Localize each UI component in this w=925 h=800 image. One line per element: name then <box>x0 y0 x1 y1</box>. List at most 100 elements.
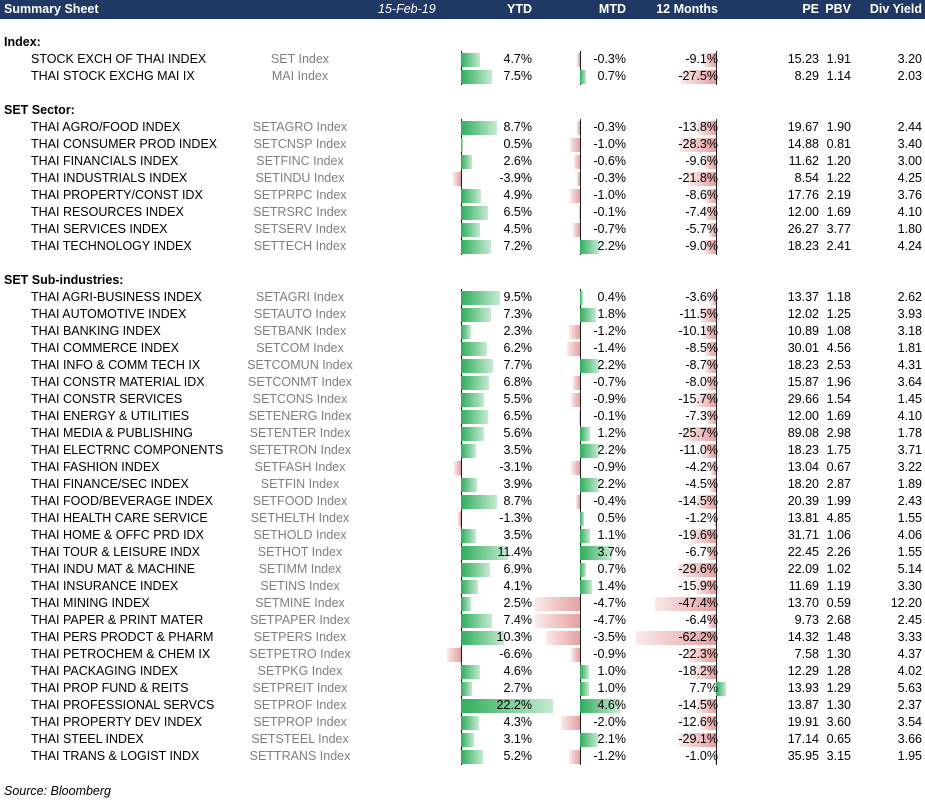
ytd-value: -3.9% <box>499 171 532 185</box>
m12-axis-line <box>716 646 717 663</box>
section-title: SET Sub-industries: <box>4 273 124 287</box>
ytd-data-bar <box>461 716 479 730</box>
ytd-data-bar <box>461 291 501 305</box>
m12-axis-line <box>716 51 717 68</box>
pbv-value: 2.41 <box>826 239 851 253</box>
table-row: THAI COMMERCE INDEX SETCOM Index 6.2% -1.4%… <box>0 340 925 357</box>
table-row: THAI CONSTR SERVICES SETCONS Index 5.5% -0.… <box>0 391 925 408</box>
m12-value: -25.7% <box>678 426 718 440</box>
pe-value: 20.39 <box>787 494 819 508</box>
mtd-data-bar <box>577 53 580 67</box>
ytd-data-bar <box>461 597 472 611</box>
ticker: SETSTEEL Index <box>251 732 349 746</box>
div-yield-value: 3.76 <box>897 188 922 202</box>
div-yield-value: 4.31 <box>897 358 922 372</box>
pbv-value: 1.69 <box>826 205 851 219</box>
ticker: SETPERS Index <box>253 630 347 644</box>
pe-value: 35.95 <box>787 749 819 763</box>
index-name: THAI INFO & COMM TECH IX <box>31 358 201 372</box>
m12-value: -7.3% <box>685 409 718 423</box>
mtd-value: -0.7% <box>593 375 626 389</box>
div-yield-value: 3.33 <box>897 630 922 644</box>
ytd-data-bar <box>461 495 498 509</box>
ytd-data-bar <box>461 376 490 390</box>
ytd-value: 6.8% <box>503 375 533 389</box>
m12-value: -14.5% <box>678 494 718 508</box>
ticker: SETFOOD Index <box>252 494 348 508</box>
pbv-value: 1.18 <box>826 290 851 304</box>
ytd-value: 3.9% <box>503 477 533 491</box>
m12-data-bar <box>695 580 716 594</box>
m12-axis-line <box>716 476 717 493</box>
pbv-value: 1.91 <box>826 52 851 66</box>
ytd-value: 6.2% <box>503 341 533 355</box>
pe-value: 15.87 <box>787 375 819 389</box>
pe-value: 13.70 <box>787 596 819 610</box>
m12-value: -1.0% <box>685 749 718 763</box>
ytd-axis-line <box>461 170 462 187</box>
div-yield-header: Div Yield <box>869 2 922 16</box>
ytd-value: 5.2% <box>503 749 533 763</box>
ytd-value: 4.7% <box>503 52 533 66</box>
m12-axis-line <box>716 221 717 238</box>
ytd-data-bar <box>461 580 478 594</box>
div-yield-value: 1.95 <box>897 749 922 763</box>
m12-data-bar <box>698 121 716 135</box>
m12-axis-line <box>716 612 717 629</box>
m12-value: -4.2% <box>685 460 718 474</box>
m12-data-bar <box>706 410 716 424</box>
m12-axis-line <box>716 136 717 153</box>
mtd-axis-line <box>580 646 581 663</box>
mtd-axis-line <box>580 136 581 153</box>
mtd-axis-line <box>580 612 581 629</box>
div-yield-value: 3.40 <box>897 137 922 151</box>
ytd-data-bar <box>461 750 483 764</box>
index-name: THAI HEALTH CARE SERVICE <box>31 511 208 525</box>
m12-data-bar <box>707 546 716 560</box>
index-name: THAI MINING INDEX <box>31 596 150 610</box>
pbv-value: 1.69 <box>826 409 851 423</box>
m12-data-bar <box>704 189 716 203</box>
m12-axis-line <box>716 629 717 646</box>
m12-value: -29.6% <box>678 562 718 576</box>
mtd-data-bar <box>573 376 580 390</box>
ytd-value: 8.7% <box>503 494 533 508</box>
mtd-data-bar <box>566 342 580 356</box>
m12-value: -1.2% <box>685 511 718 525</box>
table-row: THAI PROP FUND & REITS SETPREIT Index 2.7%… <box>0 680 925 697</box>
m12-axis-line <box>716 714 717 731</box>
ytd-value: -1.3% <box>499 511 532 525</box>
index-name: THAI MEDIA & PUBLISHING <box>31 426 193 440</box>
m12-data-bar <box>697 495 716 509</box>
ticker: SETCOMUN Index <box>247 358 353 372</box>
m12-data-bar <box>701 444 716 458</box>
m12-data-bar <box>705 376 716 390</box>
mtd-axis-line <box>580 493 581 510</box>
ticker: SETPAPER Index <box>250 613 350 627</box>
m12-data-bar <box>655 597 716 611</box>
m12-axis-line <box>716 544 717 561</box>
ytd-value: 2.7% <box>503 681 533 695</box>
m12-value: -5.7% <box>685 222 718 236</box>
div-yield-value: 1.45 <box>897 392 922 406</box>
index-name: THAI INDU MAT & MACHINE <box>31 562 196 576</box>
ticker: SETENERG Index <box>248 409 352 423</box>
div-yield-value: 3.64 <box>897 375 922 389</box>
m12-axis-line <box>716 238 717 255</box>
table-row: THAI FASHION INDEX SETFASH Index -3.1% -0.9… <box>0 459 925 476</box>
m12-value: -27.5% <box>678 69 718 83</box>
div-yield-value: 3.20 <box>897 52 922 66</box>
m12-axis-line <box>716 289 717 306</box>
mtd-value: 0.4% <box>597 290 627 304</box>
ticker: SETCONS Index <box>252 392 348 406</box>
m12-data-bar <box>704 240 716 254</box>
ticker: SETPREIT Index <box>252 681 348 695</box>
pe-header: PE <box>802 2 819 16</box>
section-title: Index: <box>4 35 41 49</box>
pbv-value: 1.14 <box>826 69 851 83</box>
ticker: SETIMM Index <box>258 562 342 576</box>
m12-axis-line <box>716 578 717 595</box>
index-name: THAI ENERGY & UTILITIES <box>31 409 190 423</box>
ytd-data-bar <box>461 393 484 407</box>
div-yield-value: 3.71 <box>897 443 922 457</box>
